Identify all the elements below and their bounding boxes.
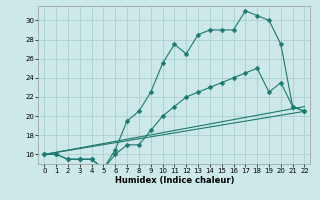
X-axis label: Humidex (Indice chaleur): Humidex (Indice chaleur) [115, 176, 234, 185]
